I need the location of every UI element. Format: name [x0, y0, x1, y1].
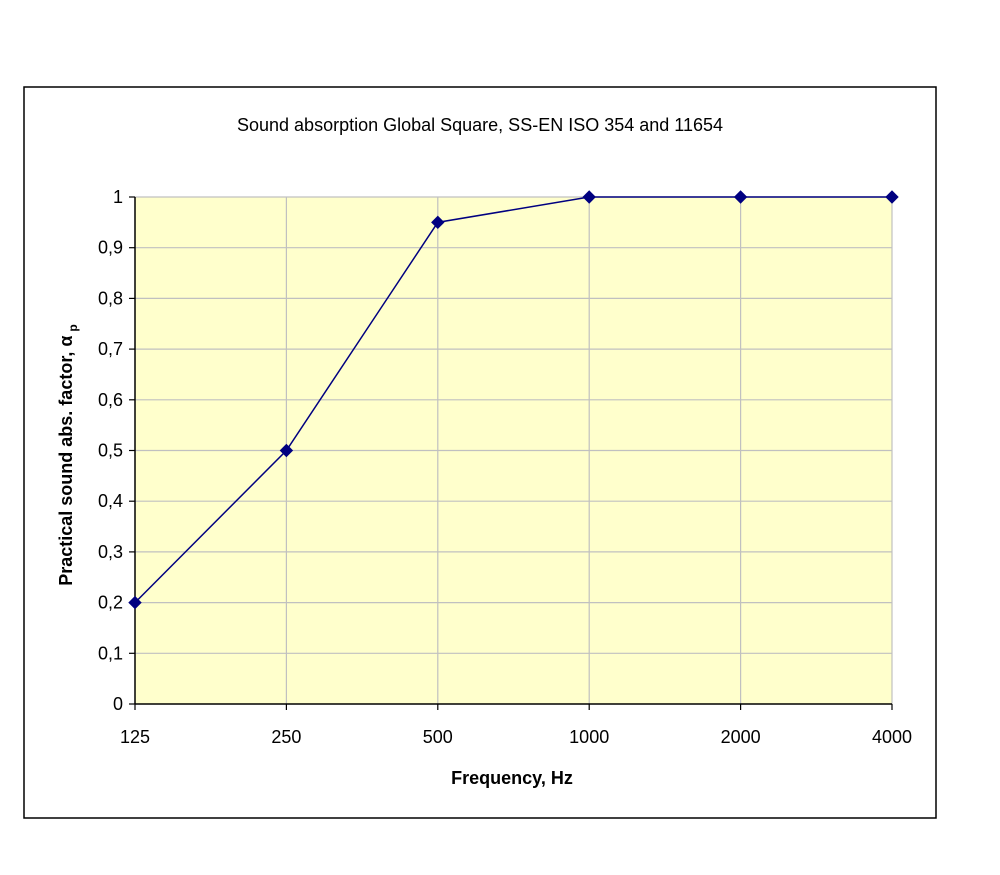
- y-tick-label: 0,3: [98, 542, 123, 562]
- x-tick-label: 250: [271, 727, 301, 747]
- axes: [129, 196, 893, 710]
- y-axis-title-main: Practical sound abs. factor, α: [56, 336, 76, 586]
- data-point-marker: [582, 190, 596, 204]
- y-tick-labels: 0 0,1 0,2 0,3 0,4 0,5 0,6 0,7 0,8 0,9 1: [98, 187, 123, 714]
- y-tick-label: 0,9: [98, 238, 123, 258]
- y-tick-label: 0,5: [98, 441, 123, 461]
- y-tick-label: 1: [113, 187, 123, 207]
- x-tick-label: 4000: [872, 727, 912, 747]
- chart-title: Sound absorption Global Square, SS-EN IS…: [237, 115, 723, 135]
- x-tick-labels: 125 250 500 1000 2000 4000: [120, 727, 912, 747]
- x-tick-label: 500: [423, 727, 453, 747]
- y-tick-label: 0,8: [98, 288, 123, 308]
- grid-lines: [135, 196, 893, 704]
- y-tick-label: 0,4: [98, 491, 123, 511]
- data-point-marker: [279, 443, 294, 458]
- y-tick-label: 0,7: [98, 339, 123, 359]
- x-tick-label: 1000: [569, 727, 609, 747]
- y-axis-title-subscript: p: [66, 324, 80, 331]
- series-markers: [128, 190, 899, 610]
- data-point-marker: [431, 215, 445, 230]
- x-tick-label: 2000: [721, 727, 761, 747]
- x-axis-title: Frequency, Hz: [451, 768, 573, 788]
- y-axis-title-group: Practical sound abs. factor, α p: [56, 324, 80, 586]
- data-point-marker: [128, 595, 142, 610]
- y-tick-label: 0,1: [98, 643, 123, 663]
- series-line: [134, 196, 892, 604]
- y-tick-label: 0: [113, 694, 123, 714]
- y-tick-label: 0,2: [98, 593, 123, 613]
- data-point-marker: [733, 190, 748, 204]
- y-axis-title: Practical sound abs. factor, α p: [56, 324, 80, 586]
- data-point-marker: [885, 190, 899, 204]
- x-tick-label: 125: [120, 727, 150, 747]
- y-tick-label: 0,6: [98, 390, 123, 410]
